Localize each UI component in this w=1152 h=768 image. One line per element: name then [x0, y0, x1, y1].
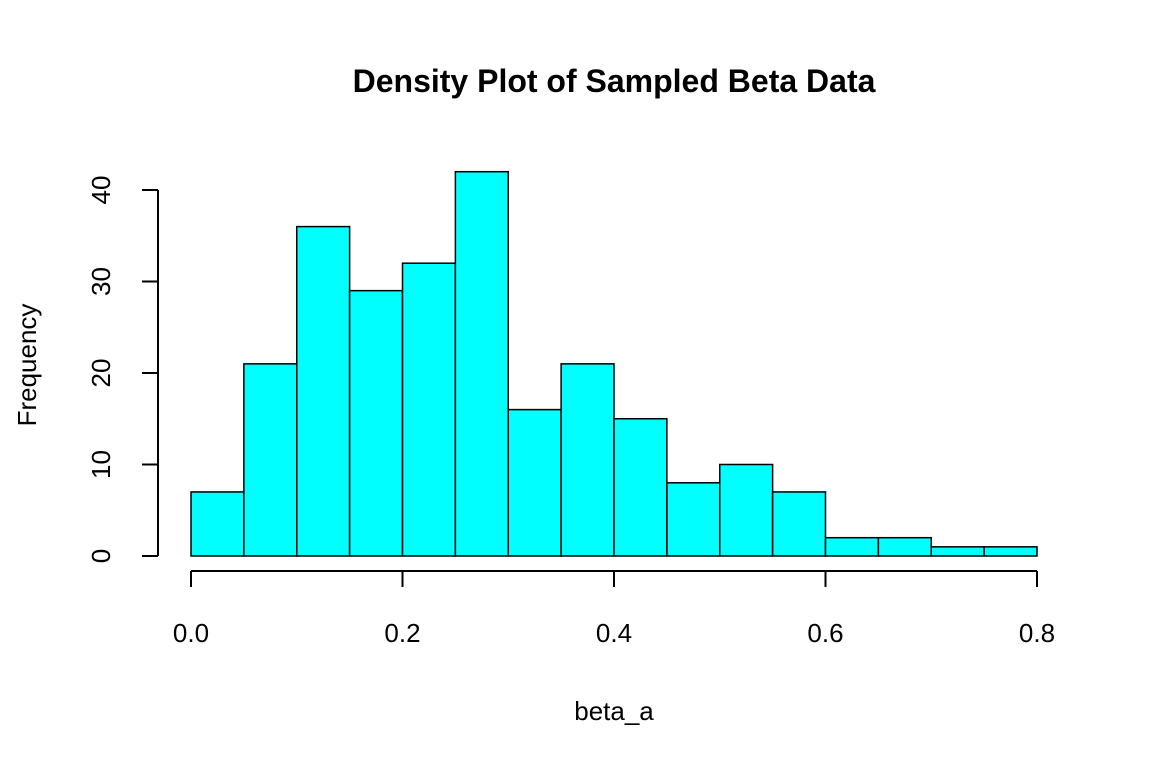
histogram-bar: [983, 546, 1038, 557]
histogram-bar: [243, 363, 298, 557]
histogram-bar: [771, 491, 827, 557]
y-tick-label: 0: [86, 549, 116, 563]
histogram-bar: [824, 536, 880, 557]
y-axis-label: Frequency: [12, 304, 42, 427]
histogram-bar: [401, 262, 457, 557]
y-tick-label: 30: [86, 267, 116, 296]
histogram-bar: [348, 289, 404, 557]
x-tick-label: 0.2: [384, 618, 420, 648]
y-tick-label: 20: [86, 359, 116, 388]
histogram-bar: [877, 536, 932, 557]
histogram-bar: [190, 491, 245, 557]
histogram-bar: [454, 170, 509, 557]
x-tick-label: 0.6: [807, 618, 843, 648]
y-tick-label: 40: [86, 176, 116, 205]
histogram-bar: [560, 363, 615, 557]
chart-title: Density Plot of Sampled Beta Data: [353, 63, 876, 99]
x-tick-label: 0.8: [1019, 618, 1055, 648]
histogram-bar: [613, 418, 668, 557]
y-tick-label: 10: [86, 450, 116, 479]
histogram-bar: [296, 225, 351, 557]
x-axis: 0.0 0.2 0.4 0.6 0.8: [173, 570, 1055, 648]
histogram-bar: [719, 463, 774, 557]
x-axis-label: beta_a: [574, 696, 654, 726]
histogram-bar: [930, 546, 985, 557]
x-tick-label: 0.4: [596, 618, 632, 648]
y-axis: 0 10 20 30 40: [86, 176, 159, 563]
bars-group: [190, 170, 1038, 557]
histogram-bar: [507, 408, 562, 557]
x-tick-label: 0.0: [173, 618, 209, 648]
histogram-bar: [666, 482, 721, 557]
